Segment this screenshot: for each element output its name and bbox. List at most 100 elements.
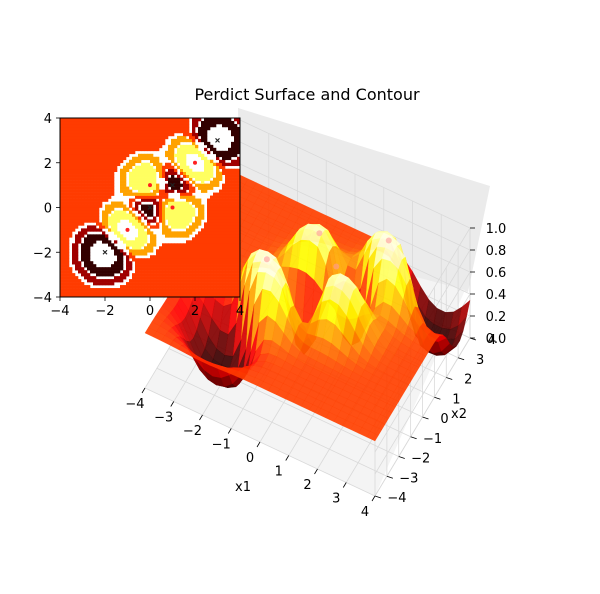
contour-cell xyxy=(198,129,202,134)
contour-cell xyxy=(87,267,91,271)
contour-cell xyxy=(183,234,187,238)
contour-cell xyxy=(93,207,97,211)
contour-cell xyxy=(165,118,169,122)
contour-cell xyxy=(198,294,202,298)
contour-cell xyxy=(228,291,232,295)
contour-cell xyxy=(171,141,175,146)
contour-cell xyxy=(213,222,217,226)
contour-cell xyxy=(138,153,142,158)
contour-cell xyxy=(147,219,151,223)
contour-cell xyxy=(168,207,172,211)
contour-cell xyxy=(72,258,76,262)
contour-cell xyxy=(162,207,166,211)
contour-cell xyxy=(90,120,94,125)
contour-cell xyxy=(78,141,82,146)
contour-cell xyxy=(192,120,196,125)
contour-cell xyxy=(150,141,154,146)
contour-cell xyxy=(198,270,202,274)
contour-cell xyxy=(63,186,67,190)
contour-cell xyxy=(72,204,76,208)
contour-cell xyxy=(150,123,154,128)
contour-cell xyxy=(156,126,160,131)
contour-cell xyxy=(69,234,73,238)
contour-cell xyxy=(210,279,214,283)
contour-cell xyxy=(183,118,187,122)
contour-cell xyxy=(183,261,187,265)
contour-cell xyxy=(126,213,130,217)
contour-cell xyxy=(165,228,169,232)
contour-cell xyxy=(117,267,121,271)
contour-cell xyxy=(69,282,73,286)
contour-cell xyxy=(93,153,97,158)
contour-cell xyxy=(141,147,145,152)
contour-cell xyxy=(135,120,139,125)
contour-cell xyxy=(144,270,148,274)
contour-cell xyxy=(156,285,160,289)
contour-cell xyxy=(63,123,67,128)
contour-cell xyxy=(213,201,217,205)
contour-cell xyxy=(105,234,109,238)
contour-cell xyxy=(225,282,229,286)
contour-cell xyxy=(225,270,229,274)
contour-cell xyxy=(72,273,76,277)
contour-cell xyxy=(99,279,103,283)
inset-y-tick-label: 4 xyxy=(44,112,52,127)
contour-cell xyxy=(180,255,184,259)
contour-cell xyxy=(162,225,166,229)
contour-cell xyxy=(66,183,70,187)
contour-cell xyxy=(153,267,157,271)
contour-cell xyxy=(132,150,136,155)
contour-cell xyxy=(153,120,157,125)
contour-cell xyxy=(231,282,235,286)
contour-cell xyxy=(207,234,211,238)
contour-cell xyxy=(99,180,103,184)
contour-cell xyxy=(174,219,178,223)
contour-cell xyxy=(228,243,232,247)
contour-cell xyxy=(207,270,211,274)
contour-cell xyxy=(123,174,127,178)
contour-cell xyxy=(201,294,205,298)
contour-cell xyxy=(201,279,205,283)
contour-cell xyxy=(93,234,97,238)
contour-cell xyxy=(138,267,142,271)
contour-cell xyxy=(216,120,220,125)
contour-cell xyxy=(237,279,241,283)
contour-cell xyxy=(213,192,217,196)
contour-cell xyxy=(99,171,103,175)
contour-cell xyxy=(225,237,229,241)
contour-cell xyxy=(105,195,109,199)
contour-cell xyxy=(117,258,121,262)
contour-cell xyxy=(120,141,124,146)
contour-cell xyxy=(204,279,208,283)
contour-cell xyxy=(111,153,115,158)
contour-cell xyxy=(87,144,91,149)
contour-cell xyxy=(180,204,184,208)
contour-cell xyxy=(216,225,220,229)
contour-cell xyxy=(147,189,151,193)
contour-cell xyxy=(72,195,76,199)
contour-cell xyxy=(222,267,226,271)
contour-cell xyxy=(165,246,169,250)
contour-cell xyxy=(216,219,220,223)
contour-cell xyxy=(60,126,64,131)
contour-cell xyxy=(159,118,163,122)
contour-cell xyxy=(120,210,124,214)
contour-cell xyxy=(141,204,145,208)
contour-cell xyxy=(60,225,64,229)
contour-cell xyxy=(210,144,214,149)
x1-tick-label: 4 xyxy=(361,505,369,520)
contour-cell xyxy=(180,258,184,262)
contour-cell xyxy=(105,273,109,277)
contour-cell xyxy=(171,201,175,205)
contour-cell xyxy=(135,159,139,164)
contour-cell xyxy=(234,219,238,223)
contour-cell xyxy=(165,213,169,217)
contour-cell xyxy=(126,118,130,122)
contour-cell xyxy=(63,243,67,247)
contour-cell xyxy=(147,180,151,184)
contour-cell xyxy=(204,264,208,268)
contour-cell xyxy=(60,246,64,250)
contour-cell xyxy=(225,249,229,253)
contour-cell xyxy=(162,288,166,292)
contour-cell xyxy=(90,198,94,202)
